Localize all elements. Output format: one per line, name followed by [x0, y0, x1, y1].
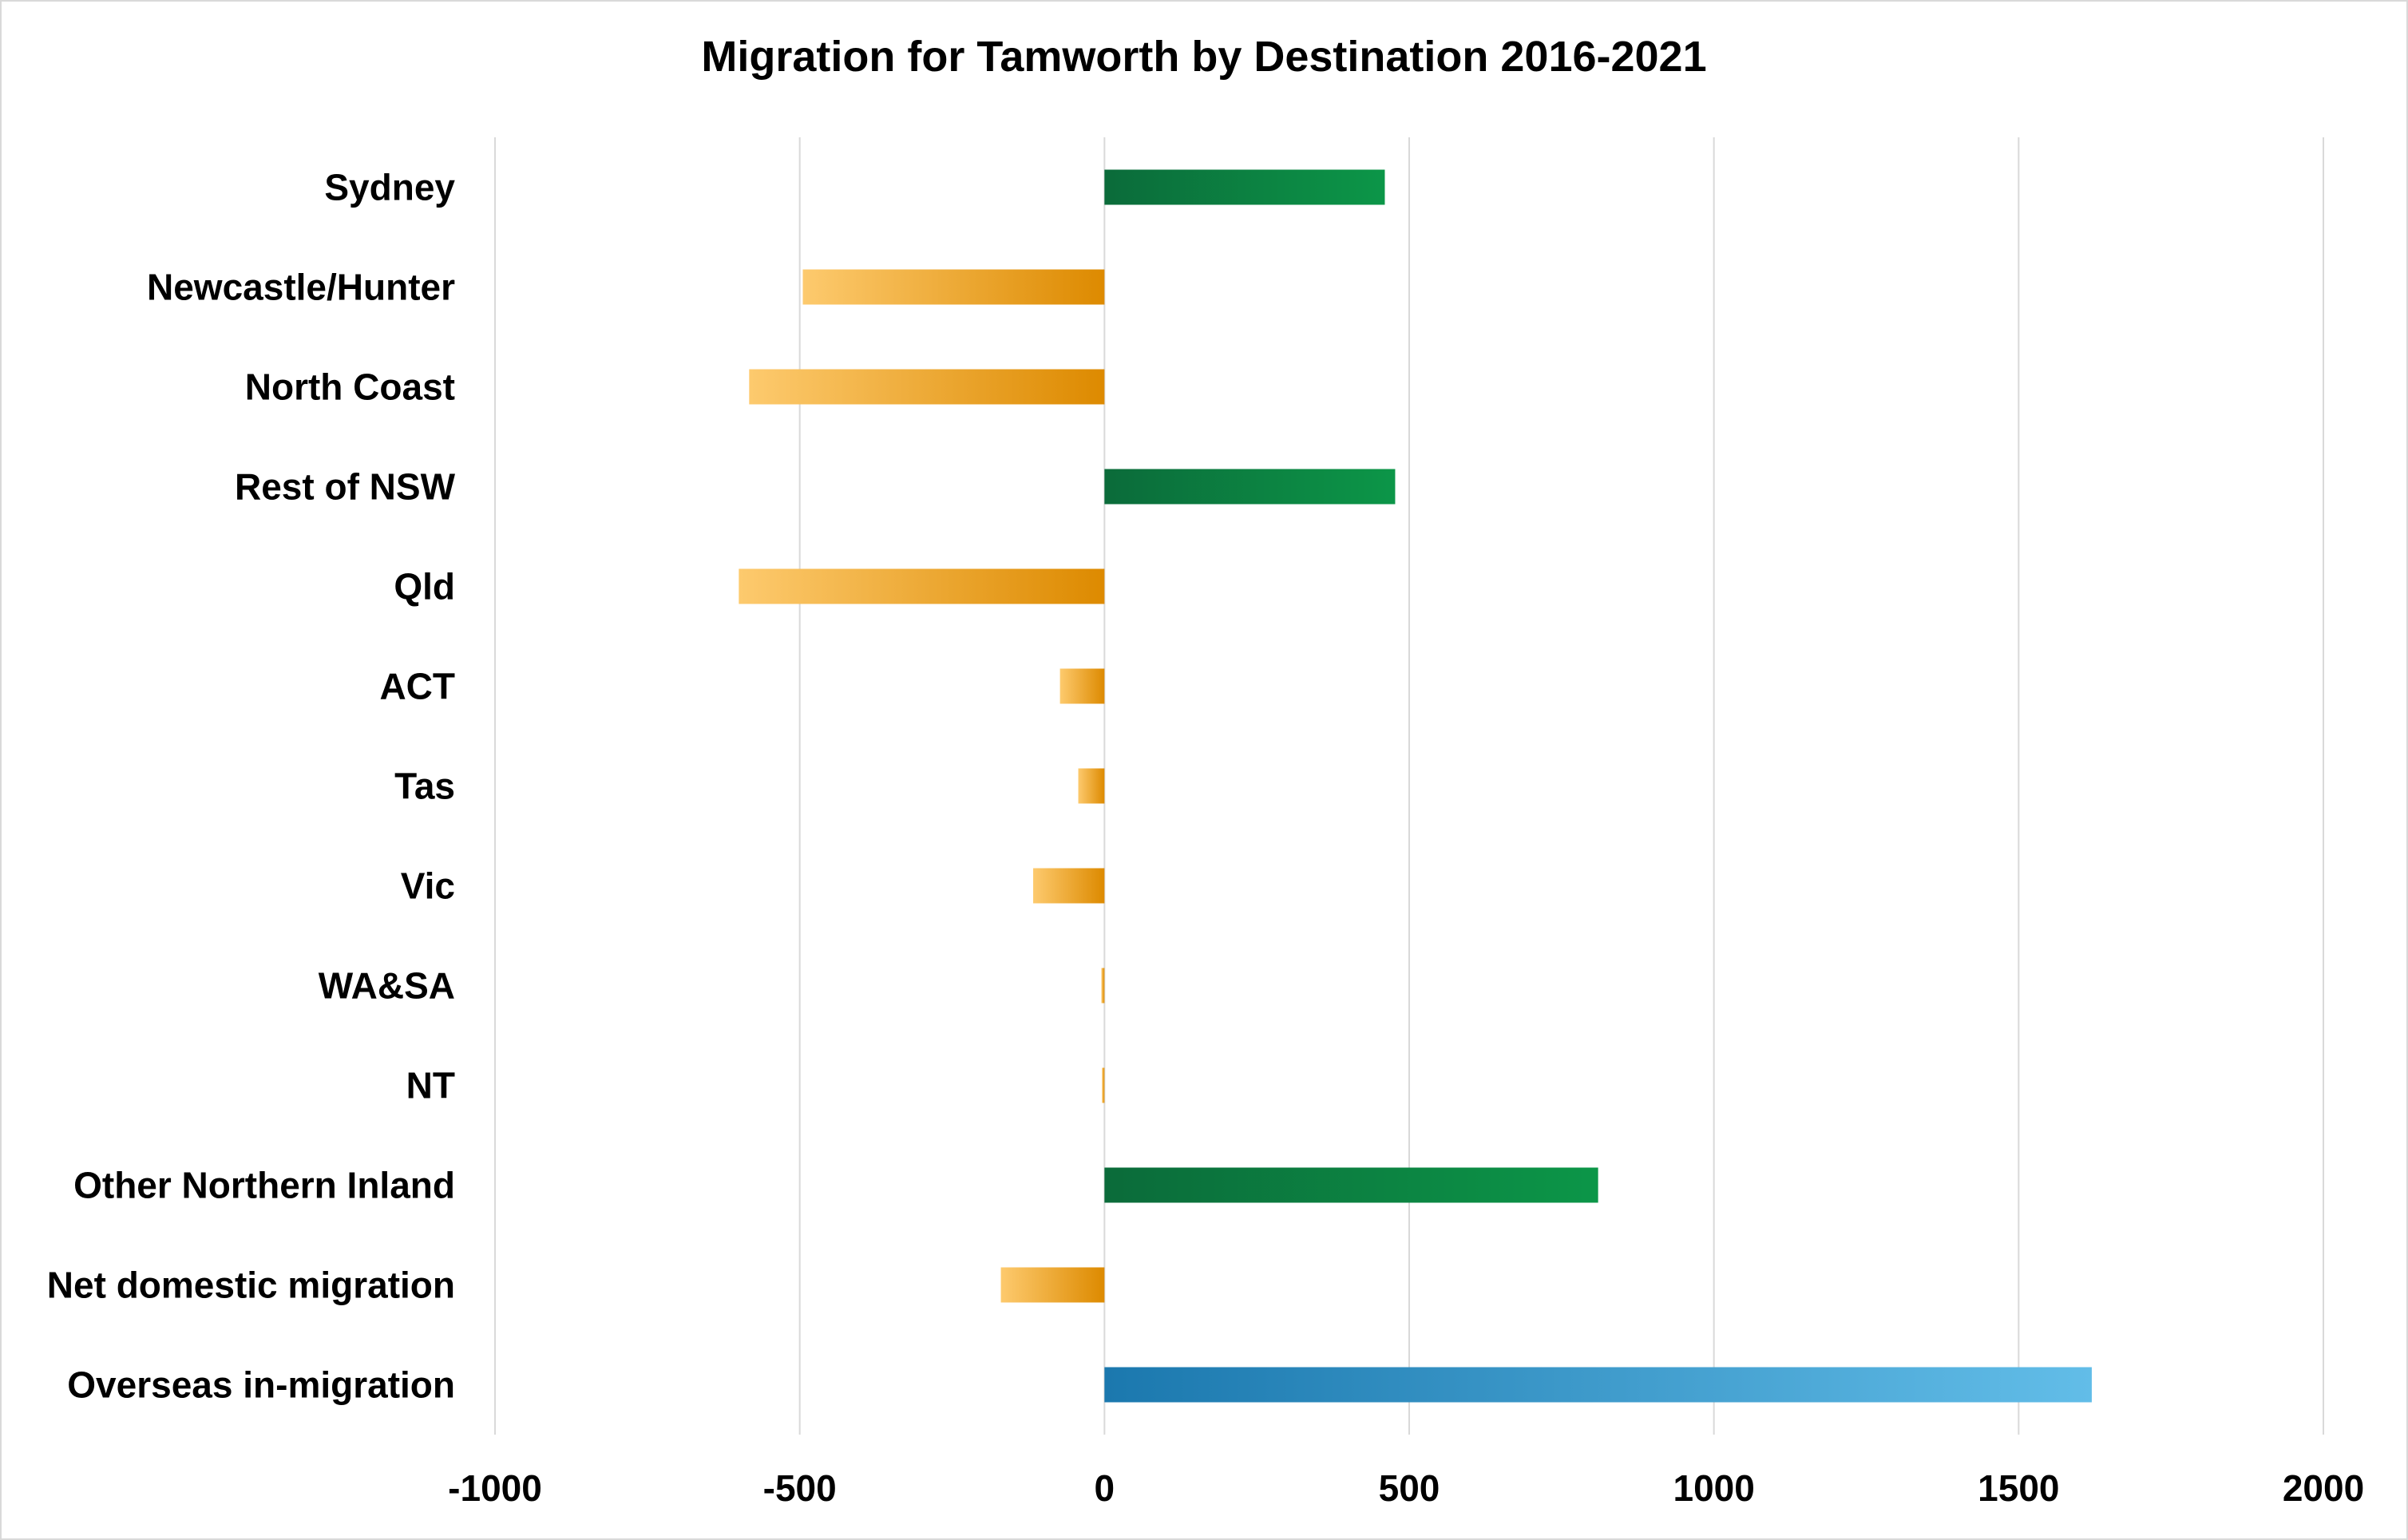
- category-label: Vic: [401, 865, 455, 907]
- bar: [739, 568, 1105, 604]
- category-label: Sydney: [324, 167, 455, 208]
- bar: [1078, 768, 1105, 804]
- bar: [802, 269, 1105, 305]
- category-label: Rest of NSW: [235, 466, 456, 508]
- bar: [1101, 968, 1105, 1004]
- x-tick-label: 2000: [2283, 1467, 2364, 1509]
- category-label: North Coast: [245, 366, 455, 408]
- bar: [1102, 1067, 1105, 1103]
- bar: [1000, 1267, 1105, 1303]
- category-label: ACT: [379, 666, 455, 707]
- category-label: Other Northern Inland: [73, 1165, 455, 1206]
- category-label: Qld: [394, 566, 455, 608]
- bar: [1104, 1167, 1598, 1203]
- x-tick-label: 1500: [1978, 1467, 2059, 1509]
- bar: [1104, 469, 1396, 505]
- x-tick-label: -500: [763, 1467, 837, 1509]
- category-labels: Sydney Newcastle/Hunter North Coast Rest of…: [47, 167, 456, 1406]
- bars: [739, 169, 2092, 1403]
- x-tick-label: -1000: [448, 1467, 542, 1509]
- category-label: NT: [406, 1065, 455, 1107]
- bar: [749, 369, 1105, 405]
- x-tick-label: 0: [1095, 1467, 1115, 1509]
- x-tick-label: 1000: [1673, 1467, 1754, 1509]
- bar: [1104, 1367, 2092, 1403]
- bar: [1033, 868, 1105, 904]
- x-tick-label: 500: [1379, 1467, 1440, 1509]
- bar: [1059, 668, 1105, 704]
- category-label: Overseas in-migration: [67, 1364, 455, 1406]
- category-label: Tas: [394, 766, 455, 807]
- gridlines: [494, 137, 2324, 1435]
- bar: [1104, 169, 1385, 205]
- category-label: Net domestic migration: [47, 1265, 455, 1306]
- category-label: Newcastle/Hunter: [147, 267, 455, 308]
- chart-title: Migration for Tamworth by Destination 20…: [701, 33, 1707, 81]
- category-label: WA&SA: [319, 965, 455, 1007]
- tick-labels: -1000 -500 0 500 1000 1500 2000: [448, 1467, 2364, 1509]
